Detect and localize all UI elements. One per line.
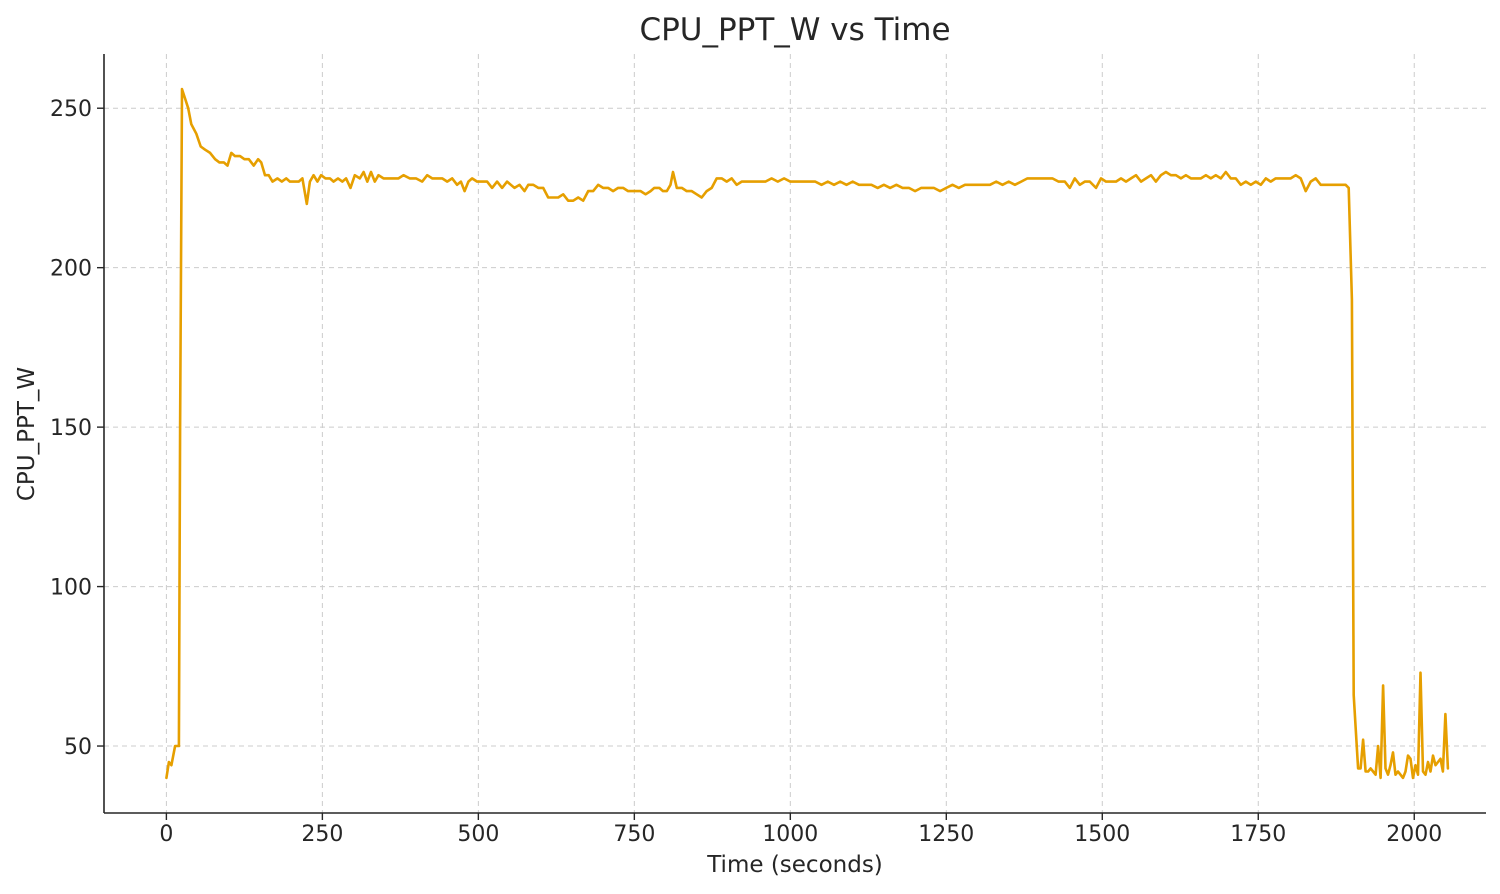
y-tick-label: 250 [50,97,92,122]
x-axis-ticks: 0 250 500 750 1000 1250 1500 1750 2000 [159,813,1442,847]
series-group [165,87,1450,780]
x-axis-label: Time (seconds) [706,852,883,878]
x-tick-label: 250 [301,822,343,847]
x-tick-label: 1500 [1074,822,1130,847]
x-tick-label: 500 [457,822,499,847]
y-tick-label: 50 [64,735,92,760]
x-tick-label: 1000 [762,822,818,847]
y-tick-label: 100 [50,576,92,601]
x-tick-label: 750 [613,822,655,847]
x-tick-label: 0 [159,822,173,847]
y-tick-label: 200 [50,257,92,282]
y-axis-ticks: 50 100 150 200 250 [50,97,104,760]
x-tick-label: 1250 [918,822,974,847]
x-tick-label: 2000 [1386,822,1442,847]
x-tick-label: 1750 [1230,822,1286,847]
series-line [165,87,1450,780]
chart-title: CPU_PPT_W vs Time [639,12,950,48]
axes-spines [103,54,1486,814]
grid [104,54,1486,813]
y-tick-label: 150 [50,416,92,441]
y-axis-label: CPU_PPT_W [14,367,40,501]
